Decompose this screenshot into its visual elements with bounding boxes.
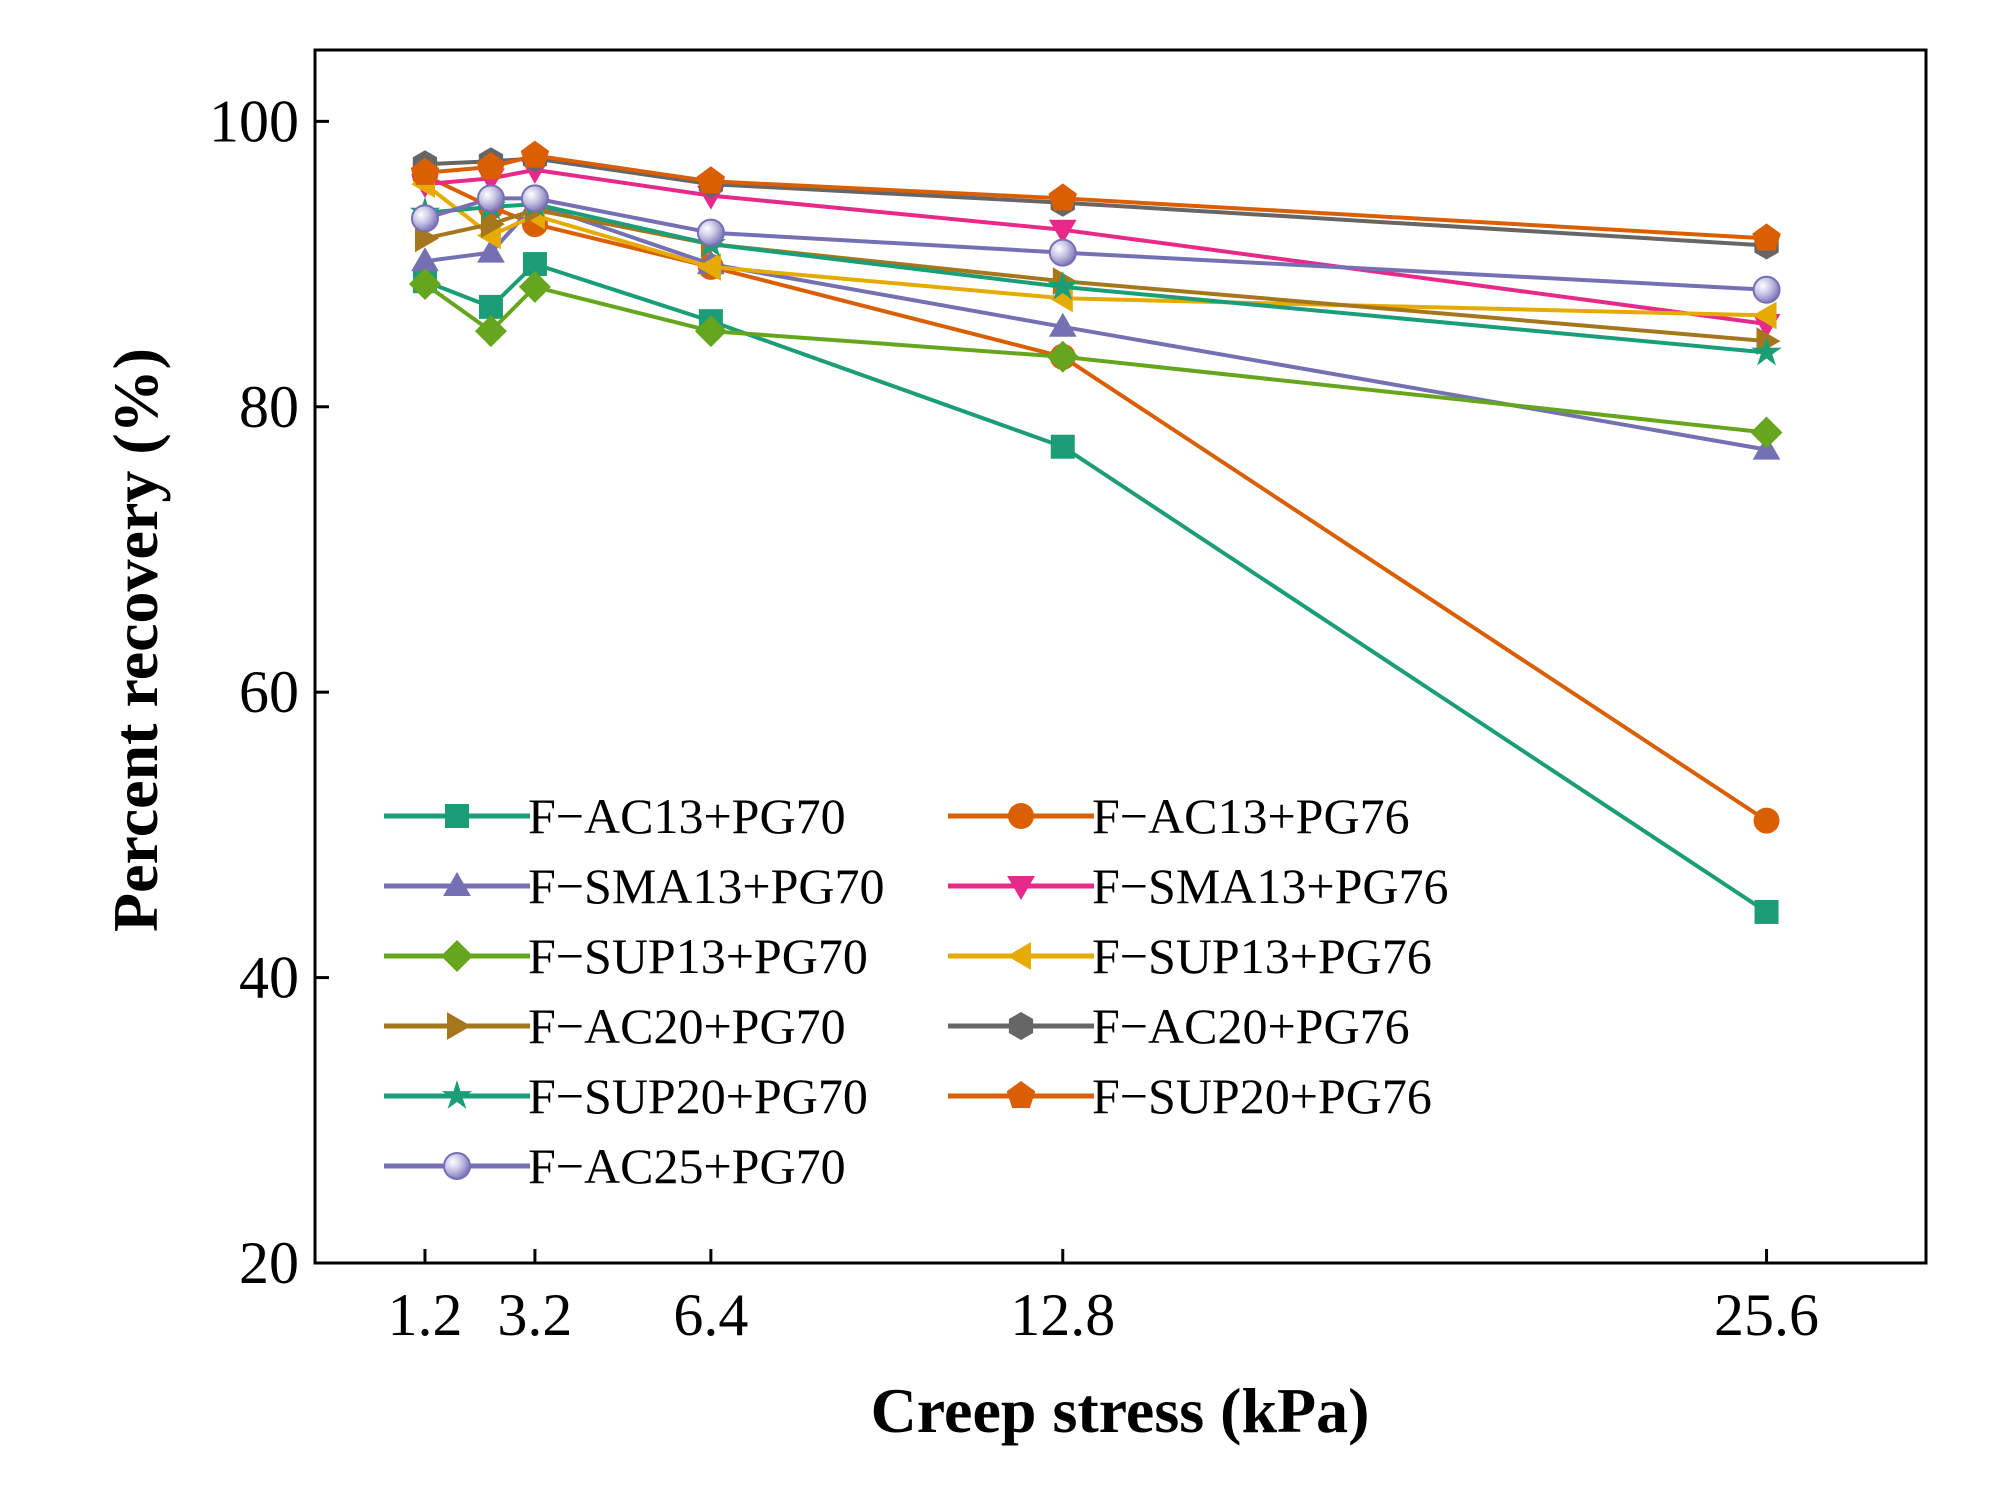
legend-marker (443, 872, 471, 896)
legend-item: F−AC13+PG76 (948, 788, 1410, 844)
x-tick-label: 25.6 (1714, 1282, 1819, 1348)
series-line (424, 167, 1767, 326)
data-point (410, 157, 440, 185)
data-point (1752, 301, 1777, 330)
legend-label: F−AC13+PG76 (1092, 788, 1410, 844)
legend-marker (445, 804, 469, 828)
data-point (480, 210, 505, 238)
data-point (409, 268, 441, 300)
legend-marker (1006, 1081, 1036, 1109)
data-point (1751, 336, 1782, 366)
legend-item: F−AC20+PG70 (384, 998, 846, 1054)
x-tick-label: 1.2 (387, 1282, 462, 1348)
series-f-sup20-pg76 (410, 140, 1781, 251)
data-point (696, 218, 725, 247)
series-line (424, 202, 1767, 452)
data-point (1048, 183, 1077, 211)
data-point (476, 184, 505, 213)
y-axis-title: Percent recovery (%) (100, 348, 171, 932)
legend-marker (447, 1012, 471, 1040)
legend-marker (1007, 876, 1035, 900)
data-point (1048, 219, 1077, 244)
legend-marker (1007, 942, 1031, 970)
legend-label: F−SMA13+PG70 (528, 858, 885, 914)
data-point (1047, 270, 1078, 300)
data-point (411, 247, 439, 272)
legend-label: F−AC20+PG76 (1092, 998, 1410, 1054)
y-tick-label: 80 (239, 374, 299, 440)
data-point (477, 238, 505, 263)
legend-item: F−SMA13+PG76 (948, 858, 1449, 914)
legend-label: F−SUP20+PG70 (528, 1068, 868, 1124)
y-tick-label: 20 (239, 1230, 299, 1296)
legend-item: F−AC25+PG70 (384, 1138, 846, 1194)
data-point (1048, 238, 1077, 267)
legend: F−AC13+PG70 F−SMA13+PG70 F−SUP13+PG70 F−AC2… (384, 788, 1449, 1194)
data-point (476, 152, 506, 180)
data-point (520, 184, 549, 213)
data-point (1046, 340, 1079, 373)
legend-item: F−SUP13+PG76 (948, 928, 1432, 984)
y-tick-label: 60 (239, 659, 299, 725)
series-f-sup13-pg70 (409, 268, 1783, 449)
legend-marker (1008, 803, 1034, 829)
y-tick-label: 100 (209, 88, 299, 154)
data-point (478, 294, 503, 319)
legend-item: F−AC20+PG76 (948, 998, 1410, 1054)
y-tick-label: 40 (239, 945, 299, 1011)
legend-marker (1008, 1012, 1034, 1040)
series-line (424, 173, 1768, 823)
data-point (518, 270, 551, 303)
legend-item: F−AC13+PG70 (384, 788, 846, 844)
x-tick-label: 3.2 (497, 1282, 572, 1348)
data-point (694, 315, 727, 348)
data-point (520, 140, 550, 168)
legend-marker (441, 1080, 473, 1109)
series-line (424, 202, 1767, 355)
data-point (1750, 416, 1783, 449)
series-f-ac13-pg76 (411, 162, 1780, 834)
legend-marker (443, 1152, 471, 1180)
legend-label: F−AC20+PG70 (528, 998, 846, 1054)
x-tick-label: 6.4 (673, 1282, 748, 1348)
data-point (696, 166, 726, 194)
data-point (1048, 312, 1077, 337)
data-point (1754, 899, 1779, 924)
legend-label: F−AC13+PG70 (528, 788, 846, 844)
legend-item: F−SUP13+PG70 (384, 928, 868, 984)
legend-label: F−SUP13+PG76 (1092, 928, 1432, 984)
x-tick-label: 12.8 (1010, 1282, 1115, 1348)
legend-label: F−SMA13+PG76 (1092, 858, 1449, 914)
legend-item: F−SMA13+PG70 (384, 858, 885, 914)
data-point (1050, 434, 1075, 459)
series-f-ac25-pg70 (410, 184, 1781, 304)
legend-label: F−AC25+PG70 (528, 1138, 846, 1194)
series-f-ac13-pg70 (412, 252, 1779, 924)
legend-marker (441, 940, 473, 972)
data-point (1753, 807, 1780, 834)
legend-item: F−SUP20+PG70 (384, 1068, 868, 1124)
x-axis-title: Creep stress (kPa) (871, 1375, 1370, 1446)
data-point (410, 204, 439, 233)
data-point (1752, 223, 1781, 251)
series-line (424, 207, 1767, 344)
data-point (1752, 275, 1781, 304)
data-point (696, 253, 721, 281)
legend-item: F−SUP20+PG76 (948, 1068, 1432, 1124)
legend-label: F−SUP20+PG76 (1092, 1068, 1432, 1124)
data-point (474, 315, 507, 348)
plot-frame (313, 48, 1928, 1265)
series-line (423, 282, 1767, 435)
legend-label: F−SUP13+PG70 (528, 928, 868, 984)
